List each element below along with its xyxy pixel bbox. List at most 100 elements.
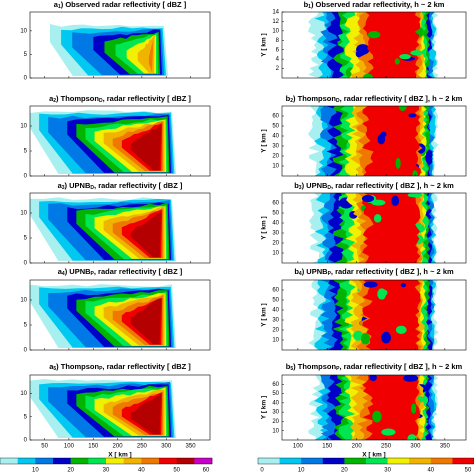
panel-id: b [286, 362, 291, 371]
reflectivity-field [308, 193, 438, 263]
contour-patch [339, 138, 345, 147]
paren: ) [56, 94, 61, 103]
x-tick-label: 300 [161, 444, 172, 450]
panel-title: b2) ThompsonD, radar reflectivity [ dBZ … [286, 94, 463, 104]
y-tick-label: 30 [272, 410, 279, 416]
contour-patch [395, 325, 407, 334]
rest: , radar reflectivity [ dBZ ] [102, 362, 191, 371]
x-tick-label: 150 [322, 444, 333, 450]
rest: , radar reflectivity [ dBZ ] [103, 94, 192, 103]
reflectivity-field [30, 284, 176, 348]
contour-patch [360, 332, 371, 345]
colorbar-swatch [279, 458, 302, 464]
panel-id-sub: 2 [53, 98, 56, 104]
rest: , radar reflectivity [ dBZ ], h ~ 2 km [340, 94, 463, 103]
colorbar-swatch [70, 458, 89, 464]
colorbar-swatch [159, 458, 177, 464]
panel-id-sub: 4 [62, 271, 65, 277]
y-tick-label: 2 [276, 66, 280, 72]
colorbar-tick-label: 60 [203, 468, 210, 474]
contour-patch [399, 53, 411, 60]
panel-name-sub: P [328, 271, 332, 277]
panel-id-sub: 3 [62, 185, 65, 191]
y-tick-label: 40 [272, 221, 279, 227]
colorbar-swatch [387, 458, 410, 464]
y-tick-label: 10 [272, 164, 279, 170]
panel-name: Thompson [61, 94, 100, 103]
y-tick-label: 40 [272, 134, 279, 140]
panel-title: a5) ThompsonP, radar reflectivity [ dBZ … [49, 362, 191, 372]
colorbar-swatch [258, 458, 280, 464]
contour-fill [130, 124, 162, 171]
y-tick-label: 60 [272, 114, 279, 120]
colorbar-tick-label: 20 [67, 468, 74, 474]
contour-fill [130, 212, 162, 258]
panel-title: a2) ThompsonD, radar reflectivity [ dBZ … [49, 94, 191, 104]
y-tick-label: 60 [272, 382, 279, 388]
contour-patch [380, 131, 387, 138]
x-axis-label: X [ km ] [108, 452, 131, 459]
y-tick-label: 6 [276, 47, 280, 53]
colorbar-swatch [123, 458, 142, 464]
y-tick-label: 30 [272, 231, 279, 237]
rest: [ dBZ ] [160, 0, 186, 9]
paren: ) [311, 0, 316, 9]
colorbar-swatch [35, 458, 54, 464]
contour-patch [372, 410, 382, 423]
colorbar-tick-label: 10 [298, 468, 305, 474]
x-tick-label: 150 [88, 444, 99, 450]
contour-patch [407, 193, 423, 198]
y-tick-label: 50 [272, 391, 279, 397]
contour-patch [410, 50, 423, 56]
panel-frame [281, 11, 467, 79]
x-tick-label: 350 [186, 444, 197, 450]
paren: ) [302, 267, 307, 276]
colorbar-swatch [344, 458, 367, 464]
x-tick-label: 50 [41, 444, 48, 450]
contour-patch [342, 410, 350, 416]
colorbar-frame [0, 457, 213, 465]
panel-name-sub: D [90, 185, 94, 191]
colorbar-swatch [430, 458, 453, 464]
reflectivity-field [30, 110, 176, 174]
rest: , radar reflectivity [ dBZ ] [94, 181, 183, 190]
y-tick-label: 10 [272, 251, 279, 257]
y-tick-label: 50 [272, 124, 279, 130]
y-tick-label: 8 [276, 38, 280, 44]
contour-patch [412, 170, 418, 176]
colorbar-frame [257, 457, 474, 465]
y-tick-label: 30 [272, 144, 279, 150]
x-tick-label: 100 [64, 444, 75, 450]
panel-name-sub: D [336, 98, 340, 104]
panel-id-sub: 2 [290, 98, 293, 104]
rest: , radar reflectivity [ dBZ ] [94, 267, 183, 276]
y-tick-label: 20 [272, 328, 279, 334]
contour-fill [362, 280, 421, 350]
contour-patch [394, 58, 400, 65]
panel-title: a4) UPNBP, radar reflectivity [ dBZ ] [58, 267, 183, 277]
contour-patch [381, 428, 396, 436]
y-tick-label: 0 [24, 76, 28, 82]
colorbar-swatch [176, 458, 195, 464]
y-tick-label: 10 [20, 391, 27, 397]
y-tick-label: 20 [272, 241, 279, 247]
y-tick-label: 20 [272, 154, 279, 160]
contour-fill [362, 193, 421, 263]
colorbar-swatch [0, 458, 18, 464]
y-tick-label: 0 [24, 348, 28, 354]
contour-patch [398, 106, 407, 112]
contour-fill [148, 39, 154, 73]
paren: ) [293, 94, 298, 103]
y-tick-label: 10 [20, 211, 27, 217]
contour-patch [371, 199, 386, 206]
y-tick-label: 60 [272, 201, 279, 207]
rest: , h ~ 2 km [410, 0, 445, 9]
colorbar-swatch [53, 458, 71, 464]
panel-title: b5) ThompsonP, radar reflectivity [ dBZ … [286, 362, 463, 372]
panel-name: Observed radar reflectivity [316, 0, 412, 9]
y-axis-label: Y [ km ] [261, 303, 268, 326]
contour-patch [369, 375, 377, 382]
y-tick-label: 10 [20, 28, 27, 34]
colorbar-swatch [452, 458, 474, 464]
